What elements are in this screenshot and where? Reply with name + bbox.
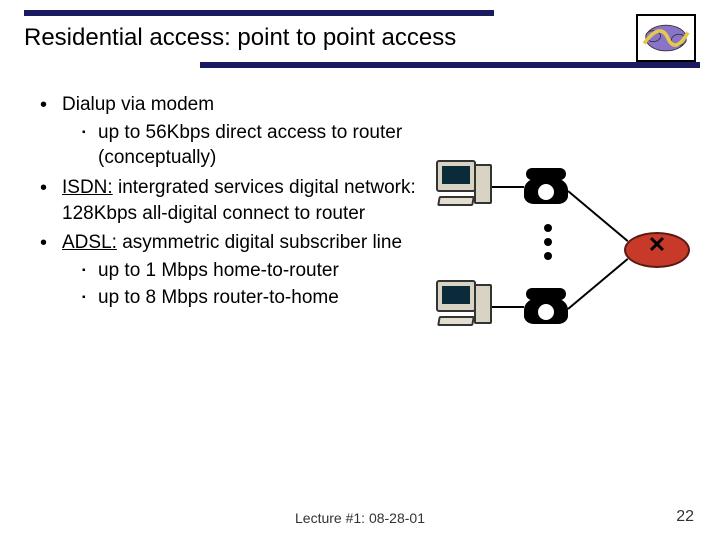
link-line: [492, 306, 524, 308]
bullet-rest: intergrated services digital network: 12…: [62, 177, 416, 224]
phone-icon: [524, 288, 568, 324]
computer-icon: [436, 280, 492, 330]
computer-icon: [436, 160, 492, 210]
slide-title: Residential access: point to point acces…: [24, 24, 456, 52]
list-item: Dialup via modem up to 56Kbps direct acc…: [40, 92, 420, 171]
sub-item: up to 56Kbps direct access to router (co…: [82, 120, 420, 171]
corner-logo: [636, 14, 696, 62]
bullet-list: Dialup via modem up to 56Kbps direct acc…: [40, 92, 420, 315]
footer-lecture: Lecture #1: 08-28-01: [0, 510, 720, 526]
phone-icon: [524, 168, 568, 204]
list-item: ADSL: asymmetric digital subscriber line…: [40, 230, 420, 311]
sub-item: up to 1 Mbps home-to-router: [82, 258, 420, 284]
bullet-text: Dialup via modem: [62, 94, 214, 115]
router-icon: [624, 232, 690, 268]
link-line: [567, 258, 628, 310]
title-rule-bottom: [200, 62, 700, 68]
link-line: [492, 186, 524, 188]
ellipsis-dots: [544, 224, 552, 260]
list-item: ISDN: intergrated services digital netwo…: [40, 175, 420, 226]
network-diagram: [436, 150, 696, 370]
link-line: [567, 190, 628, 242]
sub-item: up to 8 Mbps router-to-home: [82, 285, 420, 311]
footer-page: 22: [676, 508, 694, 526]
bullet-prefix: ADSL:: [62, 232, 117, 253]
bullet-rest: asymmetric digital subscriber line: [117, 232, 402, 253]
title-rule-top: [24, 10, 494, 16]
bullet-prefix: ISDN:: [62, 177, 113, 198]
